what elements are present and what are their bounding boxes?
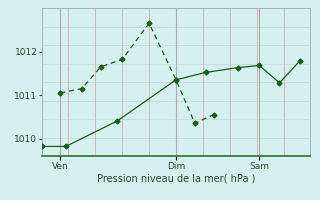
X-axis label: Pression niveau de la mer( hPa ): Pression niveau de la mer( hPa )	[97, 173, 255, 183]
